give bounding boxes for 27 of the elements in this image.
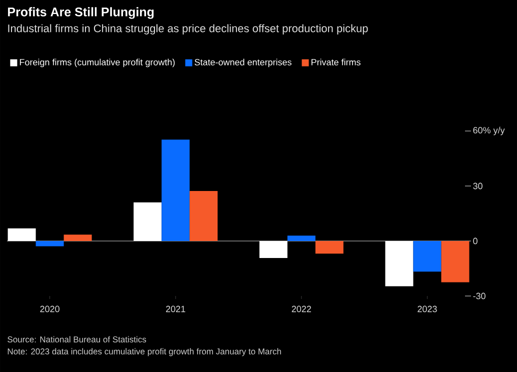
bar (36, 240, 64, 246)
bar (385, 240, 414, 286)
chart-subtitle: Industrial firms in China struggle as price declines offset production pickup (8, 24, 368, 34)
x-tick-label: 2022 (292, 306, 311, 312)
legend-label: Foreign firms (cumulative profit growth) (20, 58, 175, 68)
chart-title: Profits Are Still Plunging (8, 7, 154, 19)
bar (441, 240, 470, 282)
y-tick-label: 0 (473, 238, 478, 244)
bar (64, 234, 92, 241)
bar (413, 240, 442, 272)
y-tick-label: 60% y/y (473, 126, 505, 136)
bar (162, 140, 190, 241)
y-tick-label: 30 (473, 182, 482, 190)
bar (134, 202, 162, 241)
legend-label: Private firms (312, 58, 360, 66)
bar (287, 236, 316, 241)
bar (259, 240, 288, 258)
legend-label: State-owned enterprises (194, 58, 292, 68)
bar (190, 190, 218, 241)
source-note: Source: National Bureau of Statistics (8, 336, 146, 342)
text: Note: 2023 data includes cumulative profit growth from January to March (8, 348, 281, 356)
bar (8, 228, 36, 241)
bar (315, 240, 344, 254)
x-tick-label: 2020 (40, 306, 60, 312)
x-tick-label: 2023 (418, 306, 437, 312)
y-tick-label: -30 (473, 292, 486, 300)
x-tick-label: 2021 (166, 306, 186, 312)
